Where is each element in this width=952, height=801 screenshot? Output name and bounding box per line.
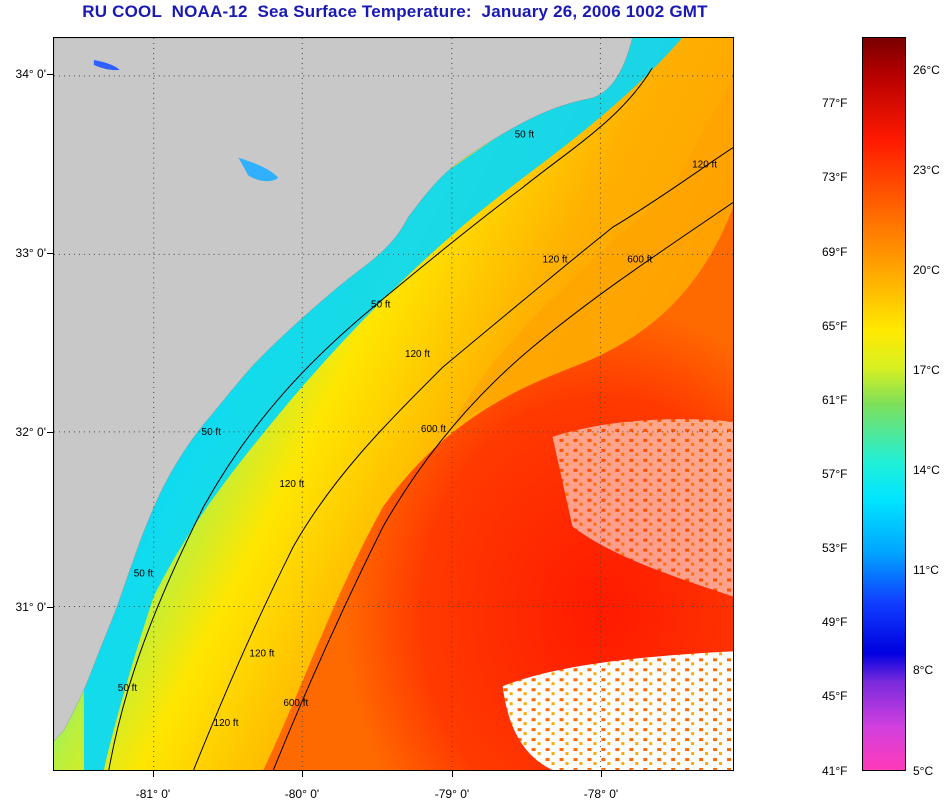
contour-label-50ft-north: 50 ft: [515, 130, 535, 141]
lon-label-81: -81° 0': [135, 787, 171, 801]
colorbar-f-73: 73°F: [822, 170, 848, 184]
colorbar-f-45: 45°F: [822, 689, 848, 703]
graticule: [54, 38, 733, 770]
contour-label-120ft-mid: 120 ft: [405, 349, 430, 360]
cloud-cover-scattered: [552, 419, 733, 597]
contour-label-50ft-south: 50 ft: [202, 427, 222, 438]
colorbar-c-17: 17°C: [913, 363, 940, 377]
depth-contours: [108, 67, 733, 770]
colorbar-c-11: 11°C: [913, 563, 939, 577]
contour-labels: 50 ft 50 ft 50 ft 50 ft 50 ft 120 ft 120…: [118, 130, 717, 729]
colorbar-c-20: 20°C: [913, 263, 940, 277]
colorbar-c-26: 26°C: [913, 63, 940, 77]
lat-label-32: 32° 0': [15, 425, 46, 439]
orange-band: [452, 77, 733, 427]
lat-tick-32: [47, 432, 53, 433]
contour-50ft: [108, 67, 653, 770]
colorbar-c-8: 8°C: [913, 663, 934, 677]
lon-tick-78: [601, 771, 602, 777]
contour-label-50ft-far-south: 50 ft: [134, 569, 154, 580]
contour-label-120ft-north: 120 ft: [543, 254, 568, 265]
contour-label-600ft-south: 600 ft: [283, 698, 308, 709]
colorbar-c-5: 5°C: [913, 764, 934, 778]
contour-label-50ft-mid: 50 ft: [371, 299, 391, 310]
colorbar-f-61: 61°F: [822, 393, 848, 407]
lat-tick-31: [47, 607, 53, 608]
contour-600ft: [272, 202, 733, 770]
map-title: RU COOL NOAA-12 Sea Surface Temperature:…: [82, 2, 708, 21]
colorbar-c-14: 14°C: [913, 463, 940, 477]
lon-label-79: -79° 0': [434, 787, 470, 801]
lon-label-78: -78° 0': [583, 787, 619, 801]
colorbar-f-49: 49°F: [822, 615, 848, 629]
contour-label-120ft-ne: 120 ft: [692, 160, 717, 171]
colorbar-f-53: 53°F: [822, 541, 848, 555]
colorbar-f-65: 65°F: [822, 319, 848, 333]
cloud-cover: [502, 651, 733, 770]
colorbar-f-57: 57°F: [822, 467, 848, 481]
sst-map[interactable]: 50 ft 50 ft 50 ft 50 ft 50 ft 120 ft 120…: [53, 37, 734, 771]
lat-label-31: 31° 0': [15, 600, 46, 614]
lon-tick-81: [153, 771, 154, 777]
contour-label-600ft-mid: 600 ft: [421, 424, 446, 435]
lon-label-80: -80° 0': [284, 787, 320, 801]
colorbar-c-23: 23°C: [913, 163, 940, 177]
warm-water-region: [263, 207, 733, 770]
colorbar-f-41: 41°F: [822, 764, 848, 778]
colorbar-f-69: 69°F: [822, 245, 848, 259]
colorbar-f-77: 77°F: [822, 96, 848, 110]
contour-120ft: [193, 147, 733, 770]
contour-label-120ft-bottom: 120 ft: [214, 718, 239, 729]
contour-label-600ft-north: 600 ft: [627, 254, 652, 265]
lake-small: [93, 59, 120, 71]
contour-label-120ft-south: 120 ft: [279, 479, 304, 490]
sst-map-canvas: 50 ft 50 ft 50 ft 50 ft 50 ft 120 ft 120…: [54, 38, 733, 770]
lat-label-33: 33° 0': [15, 246, 46, 260]
land-area: [54, 38, 633, 742]
lake-marion: [238, 157, 279, 182]
lat-label-34: 34° 0': [15, 67, 46, 81]
contour-label-120ft-far-south: 120 ft: [249, 648, 274, 659]
lat-tick-34: [47, 74, 53, 75]
lon-tick-80: [302, 771, 303, 777]
contour-label-50ft-bottom: 50 ft: [118, 683, 138, 694]
lat-tick-33: [47, 253, 53, 254]
temperature-colorbar: [862, 37, 906, 771]
lon-tick-79: [452, 771, 453, 777]
